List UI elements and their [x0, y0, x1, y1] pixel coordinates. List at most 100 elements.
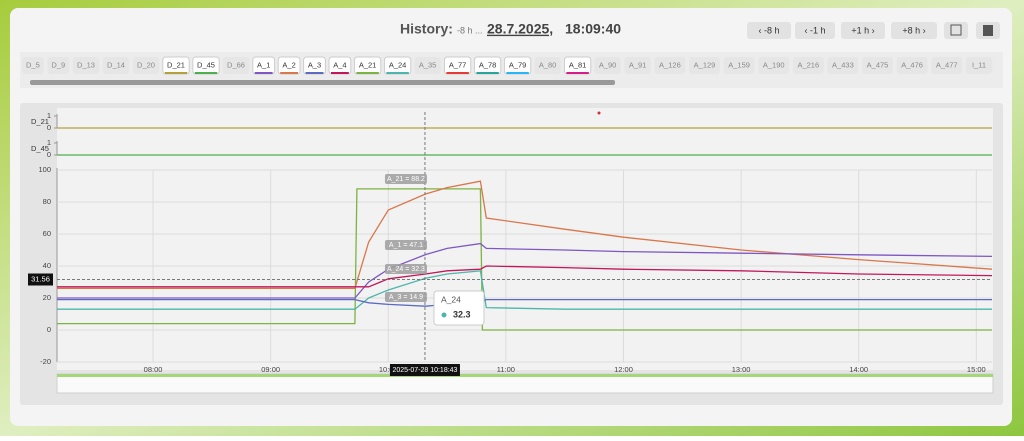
x-tick-label: 09:00 — [261, 365, 280, 374]
calendar-button[interactable] — [944, 22, 968, 39]
channel-tab[interactable] — [723, 57, 755, 74]
channel-tab[interactable] — [132, 57, 160, 74]
time-button[interactable] — [841, 22, 885, 39]
channel-tab-label: A_477 — [936, 60, 958, 69]
channel-tab-underline — [506, 72, 529, 74]
time-button[interactable] — [747, 22, 791, 39]
channel-tab-underline — [566, 72, 589, 74]
x-tick-label: 12:00 — [614, 365, 633, 374]
channel-tab-underline — [280, 72, 298, 74]
y-tick-label: 80 — [43, 197, 51, 206]
channel-tab-label: A_4 — [333, 60, 346, 69]
channel-tab[interactable] — [47, 57, 70, 74]
channel-tab-label: A_3 — [308, 60, 321, 69]
calculator-icon — [983, 25, 993, 36]
channel-tab-label: A_77 — [449, 60, 467, 69]
channel-tab-underline — [331, 72, 349, 74]
x-tick-label: 08:00 — [144, 365, 163, 374]
value-badge — [384, 174, 427, 184]
channel-tab-label: A_90 — [599, 60, 617, 69]
channel-tab-label: A_79 — [509, 60, 527, 69]
channel-tab[interactable] — [792, 57, 824, 74]
channel-tab-label: D_21 — [167, 60, 185, 69]
series-line — [57, 270, 992, 310]
scrollbar-thumb[interactable] — [30, 80, 615, 85]
channel-tab-label: I_11 — [972, 60, 986, 69]
cursor-x-label: 2025-07-28 10:18:43 — [392, 367, 457, 374]
tooltip-dot — [441, 312, 447, 318]
value-badge — [384, 264, 427, 274]
y-axis-label: D_45 — [31, 144, 49, 153]
channel-tab-label: A_91 — [629, 60, 647, 69]
channel-tab[interactable] — [758, 57, 790, 74]
value-badge-label: A_3 = 14.9 — [389, 294, 423, 301]
navigator-range — [57, 374, 993, 377]
channel-tab-label: A_35 — [419, 60, 437, 69]
channel-tab-label: A_433 — [832, 60, 854, 69]
series-line — [57, 242, 993, 299]
y-tick-label: 20 — [43, 293, 51, 302]
y-tick-label: 40 — [43, 261, 51, 270]
y-tick-label: 0 — [47, 325, 51, 334]
channel-tab[interactable] — [965, 57, 993, 74]
channel-tab[interactable] — [102, 57, 130, 74]
time: 18:09:40 — [565, 21, 621, 37]
calendar-icon — [950, 24, 962, 36]
value-badge — [384, 292, 427, 302]
y-tick-label: 1 — [47, 138, 51, 147]
series-line — [57, 180, 993, 290]
channel-tab[interactable] — [654, 57, 686, 74]
y-tick-label: 0 — [47, 150, 51, 159]
y-tick-label: -20 — [40, 357, 51, 366]
channel-tab-label: A_81 — [569, 60, 587, 69]
channel-tab-label: A_190 — [763, 60, 785, 69]
time-button-label: ‹ -8 h — [758, 25, 779, 35]
y-tick-label: 100 — [38, 165, 51, 174]
channel-tab-label: D_45 — [197, 60, 215, 69]
x-tick-label: 13:00 — [732, 365, 751, 374]
channel-tab-underline — [476, 72, 499, 74]
x-tick-label: 15:00 — [967, 365, 986, 374]
channel-tab-underline — [446, 72, 469, 74]
cursor-y-label: 31.56 — [31, 274, 50, 283]
y-tick-label: 0 — [47, 123, 51, 132]
range: -8 h ... — [457, 25, 483, 35]
channel-tab-label: D_20 — [137, 60, 155, 69]
time-button[interactable] — [891, 22, 937, 39]
channel-tab[interactable] — [624, 57, 651, 74]
cursor-y-badge — [28, 273, 53, 286]
channel-tab[interactable] — [862, 57, 893, 74]
channel-tab[interactable] — [414, 57, 441, 74]
channel-tab-underline — [305, 72, 324, 74]
channel-tab[interactable] — [827, 57, 859, 74]
channel-tab-label: A_216 — [797, 60, 819, 69]
series-line — [57, 265, 993, 288]
channel-tab-underline — [356, 72, 379, 74]
value-badge-label: A_21 = 88.2 — [387, 176, 425, 183]
channel-tab-label: A_126 — [659, 60, 681, 69]
time-button-label: +8 h › — [902, 25, 925, 35]
tooltip-value: 32.3 — [453, 309, 471, 319]
channel-tab[interactable] — [72, 57, 100, 74]
marker-dot — [597, 111, 601, 115]
channel-tab[interactable] — [896, 57, 928, 74]
tooltip — [433, 290, 485, 326]
header: History: -8 h ... 28.7.2025, 18:09:40 — [400, 21, 1000, 39]
time-button[interactable] — [795, 22, 835, 39]
channel-tab[interactable] — [689, 57, 720, 74]
channel-tab-label: D_13 — [77, 60, 95, 69]
channel-tab[interactable] — [222, 57, 250, 74]
channel-tab-label: D_14 — [107, 60, 125, 69]
channel-tab[interactable] — [931, 57, 963, 74]
value-badge — [384, 240, 427, 250]
channel-tab[interactable] — [594, 57, 621, 74]
plot-area — [57, 108, 993, 370]
channel-tab-underline — [386, 72, 409, 74]
channel-tab[interactable] — [534, 57, 561, 74]
date[interactable]: 28.7.2025, — [487, 21, 553, 37]
channel-tab-label: A_80 — [539, 60, 557, 69]
channel-tab[interactable] — [22, 57, 44, 74]
channel-tab-label: A_2 — [282, 60, 295, 69]
